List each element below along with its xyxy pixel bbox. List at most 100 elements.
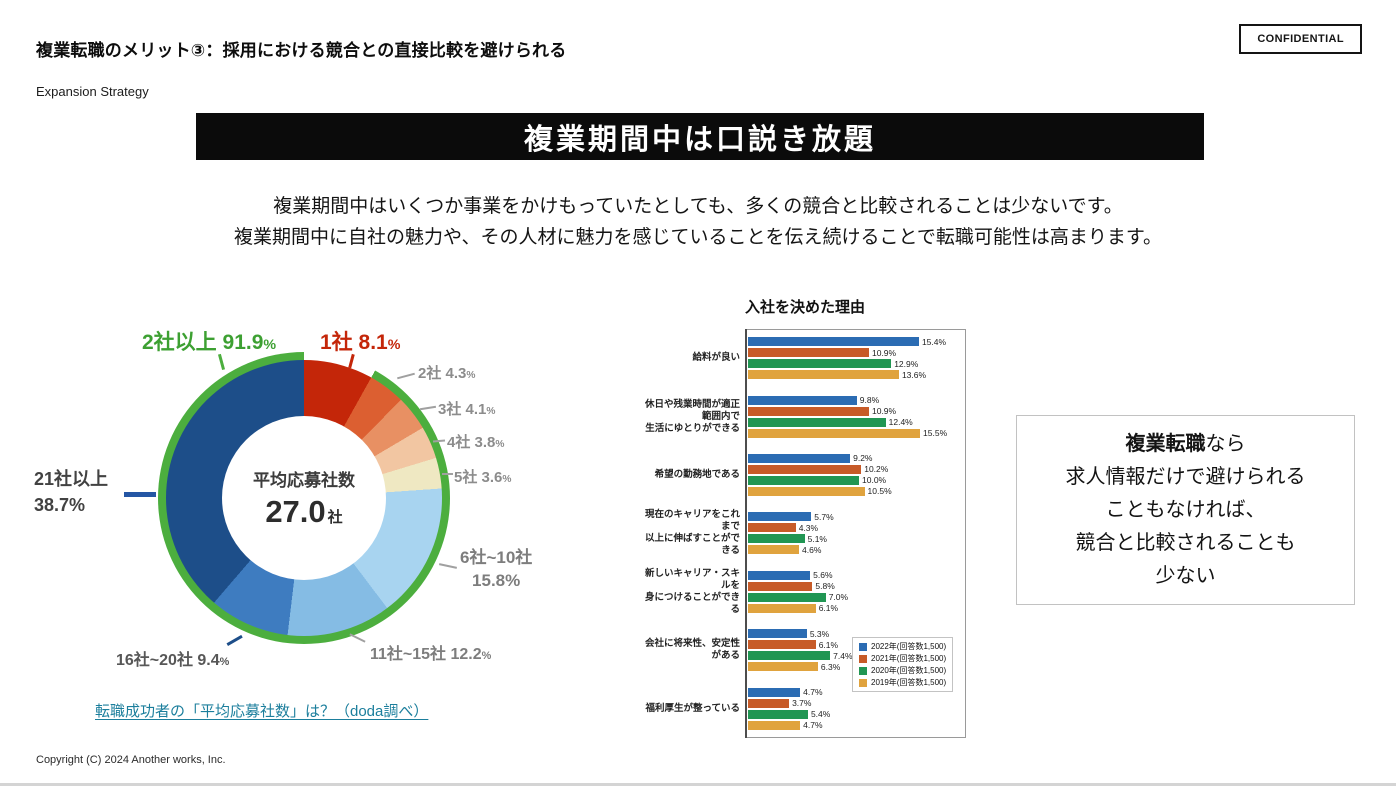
bar-value-label: 7.4%	[833, 650, 853, 661]
bar-value-label: 4.7%	[803, 687, 823, 698]
bar-group-bars: 5.6% 5.8% 7.0% 6.1%	[746, 570, 970, 614]
bar-chart-body: 給料が良い 15.4% 10.9% 12.9% 13.6% 休日や残業時間が適正範囲内で …	[640, 329, 970, 738]
bar-line: 5.6%	[748, 570, 970, 580]
donut-label-6-10sha-line1: 6社~10社	[460, 548, 533, 567]
percent-sign: %	[466, 370, 476, 381]
bar-value-label: 10.9%	[871, 347, 897, 358]
takeaway-bold: 複業転職	[1125, 432, 1206, 455]
bar	[748, 640, 816, 650]
legend-item: 2022年(回答数1,500)	[859, 642, 946, 651]
donut-center-unit: 社	[327, 509, 343, 526]
takeaway-line-1: 複業転職なら	[1126, 428, 1246, 461]
donut-label-16-20sha: 16社~20社 9.4%	[116, 646, 229, 670]
doda-source-link[interactable]: 転職成功者の「平均応募社数」は？（doda調べ）	[95, 703, 429, 720]
legend-item: 2019年(回答数1,500)	[859, 678, 946, 687]
legend-label: 2020年(回答数1,500)	[871, 666, 947, 675]
bar	[748, 406, 869, 416]
bar-line: 5.4%	[748, 709, 970, 720]
donut-label-2sha: 2社 4.3%	[418, 362, 475, 383]
bar-category-label: 現在のキャリアをこれまで 以上に伸ばすことができる	[644, 509, 740, 557]
bar-category-label: 休日や残業時間が適正範囲内で 生活にゆとりができる	[644, 398, 740, 434]
donut-label-2plus: 2社以上 91.9%	[142, 326, 276, 356]
bar-line: 10.0%	[748, 475, 970, 485]
bar-group: 希望の勤務地である 9.2% 10.2% 10.0% 10.5%	[640, 446, 970, 504]
bar-line: 15.5%	[748, 428, 970, 438]
subtitle: Expansion Strategy	[36, 84, 149, 99]
legend-item: 2021年(回答数1,500)	[859, 654, 946, 663]
copyright: Copyright (C) 2024 Another works, Inc.	[36, 754, 226, 766]
bar-line: 5.1%	[748, 534, 970, 544]
bar-line: 6.1%	[748, 640, 970, 650]
bar-group-bars: 9.8% 10.9% 12.4% 15.5%	[746, 395, 970, 438]
bar-line: 13.6%	[748, 369, 970, 380]
bar-value-label: 13.6%	[901, 369, 927, 380]
bar-category-label: 希望の勤務地である	[654, 468, 740, 480]
bar-value-label: 6.1%	[818, 603, 839, 614]
bar	[748, 475, 859, 485]
donut-center-number: 27.0	[265, 494, 326, 529]
bar-value-label: 5.8%	[815, 581, 835, 592]
bar-group: 福利厚生が整っている 4.7% 3.7% 5.4% 4.7%	[640, 679, 970, 737]
bar-line: 4.7%	[748, 720, 970, 731]
bar	[748, 464, 862, 474]
legend-color-chip	[859, 642, 867, 651]
bar-group: 休日や残業時間が適正範囲内で 生活にゆとりができる 9.8% 10.9% 12.4% 1…	[640, 387, 970, 445]
bar	[748, 720, 801, 730]
donut-label-5sha: 5社 3.6%	[454, 466, 511, 487]
intro-line-2: 複業期間中に自社の魅力や、その人材に魅力を感じていることを伝え続けることで転職可…	[234, 227, 1162, 248]
bar-group: 現在のキャリアをこれまで 以上に伸ばすことができる 5.7% 4.3% 5.1% 4.6…	[640, 504, 970, 562]
intro-text: 複業期間中はいくつか事業をかけもっていたとしても、多くの競合と比較されることは少…	[0, 191, 1396, 253]
donut-label-11-15sha: 11社~15社 12.2%	[370, 640, 491, 664]
bar	[748, 348, 869, 358]
headline-banner-text: 複業期間中は口説き放題	[523, 123, 876, 156]
bar	[748, 662, 818, 672]
legend-color-chip	[859, 666, 867, 675]
bar-group-bars: 9.2% 10.2% 10.0% 10.5%	[746, 453, 970, 496]
legend-color-chip	[859, 654, 867, 663]
bar-value-label: 5.4%	[810, 709, 831, 720]
percent-sign: %	[502, 474, 512, 485]
takeaway-line-5: 少ない	[1155, 564, 1216, 587]
donut-center-label: 平均応募社数	[253, 471, 355, 490]
bar-line: 10.2%	[748, 464, 970, 474]
leader-line-21plus	[124, 492, 156, 497]
bar-category-label: 福利厚生が整っている	[645, 702, 740, 714]
bar-rows: 給料が良い 15.4% 10.9% 12.9% 13.6% 休日や残業時間が適正範囲内で …	[640, 329, 970, 738]
bar-line: 4.3%	[748, 522, 970, 533]
bar-value-label: 4.7%	[803, 720, 823, 731]
percent-sign: %	[263, 337, 277, 353]
bar-value-label: 4.3%	[798, 522, 819, 533]
bar-value-label: 12.4%	[888, 417, 913, 428]
bar-group-bars: 5.7% 4.3% 5.1% 4.6%	[746, 512, 970, 555]
bar	[748, 428, 921, 438]
page-title: 複業転職のメリット③：採用における競合との直接比較を避けられる	[36, 41, 567, 60]
bar-value-label: 9.8%	[859, 395, 880, 406]
bar	[748, 359, 892, 369]
bar-value-label: 4.6%	[802, 544, 822, 555]
donut-label-5sha-text: 5社 3.6	[454, 469, 503, 486]
bar-group-bars: 5.3% 6.1% 7.4% 6.3%	[746, 628, 970, 672]
bar	[748, 629, 807, 639]
bar-line: 6.3%	[748, 662, 970, 672]
bar-category-label: 給料が良い	[692, 352, 740, 364]
bar-line: 15.4%	[748, 337, 970, 347]
donut-chart-area: 平均応募社数 27.0 社 2社以上 91.9% 1社 8.1% 2社 4.3% …	[20, 318, 600, 738]
bar-value-label: 3.7%	[792, 698, 812, 709]
bar-value-label: 5.3%	[809, 628, 830, 639]
donut-label-2plus-text: 2社以上 91.9	[142, 331, 264, 354]
headline-banner: 複業期間中は口説き放題	[196, 113, 1204, 160]
legend-label: 2022年(回答数1,500)	[871, 642, 947, 651]
bar-line: 3.7%	[748, 698, 970, 709]
leader-line-5sha	[442, 473, 453, 475]
bar-line: 5.3%	[748, 628, 970, 639]
bar-line: 9.8%	[748, 395, 970, 406]
bar	[748, 651, 831, 661]
donut-label-21plus-line2: 38.7%	[34, 495, 86, 515]
bar	[748, 570, 811, 580]
percent-sign: %	[481, 650, 492, 662]
bar	[748, 603, 816, 613]
legend-color-chip	[859, 678, 867, 687]
intro-line-1: 複業期間中はいくつか事業をかけもっていたとしても、多くの競合と比較されることは少…	[273, 196, 1123, 217]
bottom-divider	[0, 783, 1396, 786]
bar-line: 12.4%	[748, 417, 970, 428]
